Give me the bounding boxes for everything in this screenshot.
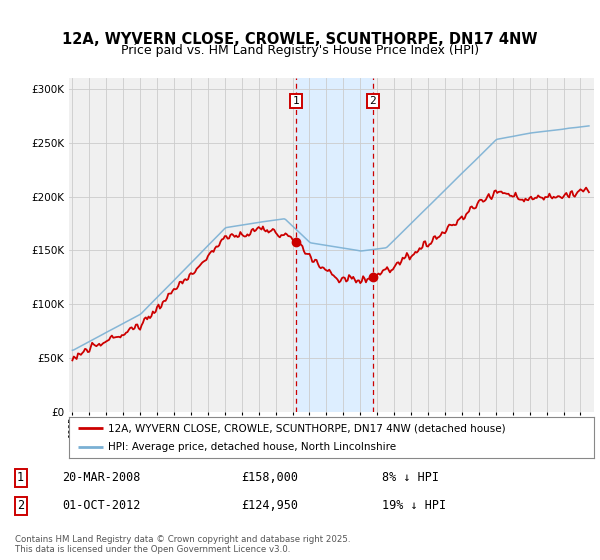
Text: 20-MAR-2008: 20-MAR-2008 xyxy=(62,471,140,484)
Text: 12A, WYVERN CLOSE, CROWLE, SCUNTHORPE, DN17 4NW: 12A, WYVERN CLOSE, CROWLE, SCUNTHORPE, D… xyxy=(62,32,538,46)
Text: 2: 2 xyxy=(370,96,376,106)
Text: 19% ↓ HPI: 19% ↓ HPI xyxy=(382,500,446,512)
Text: HPI: Average price, detached house, North Lincolnshire: HPI: Average price, detached house, Nort… xyxy=(109,442,397,451)
Text: 8% ↓ HPI: 8% ↓ HPI xyxy=(382,471,439,484)
Text: 1: 1 xyxy=(293,96,299,106)
Text: Contains HM Land Registry data © Crown copyright and database right 2025.
This d: Contains HM Land Registry data © Crown c… xyxy=(15,535,350,554)
Text: Price paid vs. HM Land Registry's House Price Index (HPI): Price paid vs. HM Land Registry's House … xyxy=(121,44,479,57)
Text: 1: 1 xyxy=(17,471,24,484)
Bar xyxy=(296,78,373,412)
Text: £158,000: £158,000 xyxy=(241,471,298,484)
Text: 12A, WYVERN CLOSE, CROWLE, SCUNTHORPE, DN17 4NW (detached house): 12A, WYVERN CLOSE, CROWLE, SCUNTHORPE, D… xyxy=(109,423,506,433)
Text: 2: 2 xyxy=(17,500,24,512)
Text: £124,950: £124,950 xyxy=(241,500,298,512)
Text: 01-OCT-2012: 01-OCT-2012 xyxy=(62,500,140,512)
